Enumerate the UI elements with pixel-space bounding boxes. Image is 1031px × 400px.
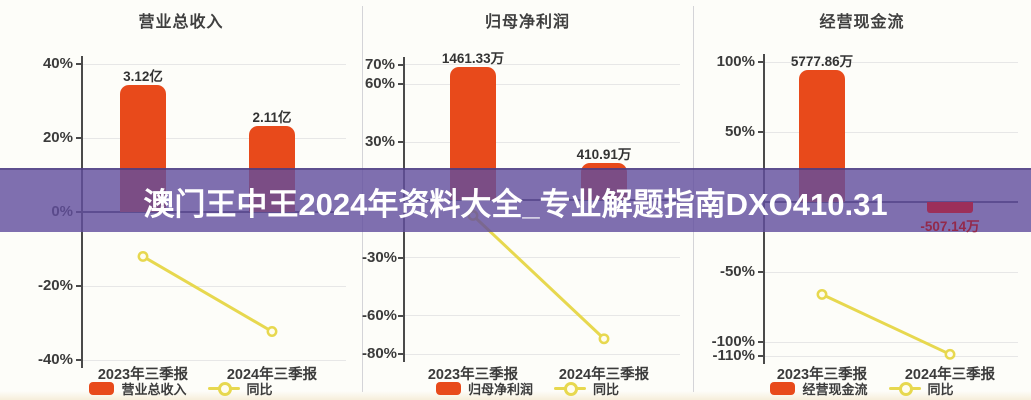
y-tick-label: -50% (719, 263, 755, 280)
y-tick-label: -110% (712, 347, 755, 364)
line-point-marker (598, 333, 610, 345)
y-tick-label: -20% (37, 277, 73, 294)
legend-line-circle (564, 382, 578, 396)
legend-line-marker-icon (207, 381, 240, 396)
bar-value-label: 2.11亿 (252, 110, 292, 126)
line-point-marker (944, 348, 956, 360)
gridline (764, 355, 1018, 357)
y-tick-label: 60% (364, 75, 395, 93)
x-category-label: 2023年三季报 (427, 367, 519, 383)
line-point-marker (137, 250, 149, 262)
gridline (404, 353, 680, 355)
legend-line-marker-icon (554, 381, 586, 396)
y-tick-label: 100% (716, 53, 755, 70)
y-tick-mark (76, 285, 81, 287)
yoy-line-series (137, 250, 278, 337)
legend-bar-swatch (89, 382, 115, 395)
gridline (404, 83, 680, 85)
gridline (82, 359, 346, 361)
bar-value-label: 5777.86万 (790, 53, 854, 69)
gridline (82, 63, 346, 65)
panel-title: 经营现金流 (819, 14, 905, 31)
yoy-line-series (816, 288, 956, 360)
y-tick-label: 30% (364, 133, 395, 151)
legend-line-circle (898, 382, 913, 396)
legend-line-label: 同比 (593, 382, 620, 397)
y-tick-label: 50% (724, 123, 755, 140)
gridline (82, 137, 346, 139)
legend-bar-label: 营业总收入 (121, 382, 187, 397)
gridline (764, 271, 1018, 273)
gridline (404, 141, 680, 143)
bar-value-label: -507.14万 (920, 219, 980, 235)
x-category-label: 2023年三季报 (776, 367, 868, 383)
y-tick-mark (76, 63, 81, 65)
bar-2024年三季报 (927, 202, 973, 214)
x-category-label: 2024年三季报 (226, 367, 318, 383)
gridline (404, 257, 680, 259)
y-tick-label: -80% (362, 345, 398, 363)
watermark-banner: 澳门王中王2024年资料大全_专业解题指南DXO410.31 (0, 168, 1031, 232)
panel-title: 营业总收入 (138, 14, 224, 31)
y-tick-mark (758, 131, 763, 133)
y-tick-mark (398, 353, 403, 356)
gridline (764, 131, 1018, 133)
y-tick-mark (398, 63, 403, 66)
y-tick-label: -40% (37, 351, 73, 368)
x-category-label: 2024年三季报 (558, 367, 650, 383)
y-tick-label: -30% (362, 248, 398, 266)
legend-line-circle (217, 382, 232, 396)
bar-value-label: 1461.33万 (441, 50, 505, 66)
gridline (764, 61, 1018, 63)
line-point-marker (816, 288, 828, 300)
y-tick-label: -100% (711, 333, 755, 350)
bar-value-label: 410.91万 (576, 146, 632, 162)
y-tick-mark (758, 271, 763, 273)
legend: 营业总收入 同比 (0, 379, 362, 398)
legend-bar-swatch (435, 382, 461, 395)
gridline (404, 315, 680, 317)
legend-bar-swatch (770, 382, 796, 395)
legend-bar-label: 经营现金流 (802, 382, 868, 397)
y-tick-label: -60% (362, 306, 398, 324)
y-tick-mark (398, 141, 403, 144)
y-tick-mark (76, 359, 81, 361)
y-tick-mark (758, 341, 763, 343)
watermark-text: 澳门王中王2024年资料大全_专业解题指南DXO410.31 (143, 186, 888, 222)
legend: 经营现金流 同比 (693, 379, 1031, 398)
y-tick-mark (76, 137, 81, 139)
y-tick-label: 70% (364, 55, 395, 73)
x-category-label: 2023年三季报 (97, 367, 189, 383)
y-tick-mark (398, 256, 403, 259)
y-tick-mark (398, 83, 403, 86)
y-tick-label: 20% (42, 129, 73, 146)
gridline (764, 341, 1018, 343)
y-tick-mark (758, 355, 763, 357)
y-tick-label: 40% (42, 55, 73, 72)
legend-bar-label: 归母净利润 (467, 382, 533, 397)
x-category-label: 2024年三季报 (904, 367, 996, 383)
legend-line-marker-icon (888, 381, 921, 396)
y-tick-mark (398, 314, 403, 317)
line-point-marker (266, 326, 278, 337)
gridline (404, 64, 680, 66)
panel-title: 归母净利润 (484, 14, 570, 31)
y-tick-mark (758, 61, 763, 63)
legend: 归母净利润 同比 (362, 379, 693, 398)
legend-line-label: 同比 (246, 382, 273, 397)
gridline (82, 285, 346, 287)
bar-value-label: 3.12亿 (123, 69, 163, 85)
legend-line-label: 同比 (927, 382, 954, 397)
